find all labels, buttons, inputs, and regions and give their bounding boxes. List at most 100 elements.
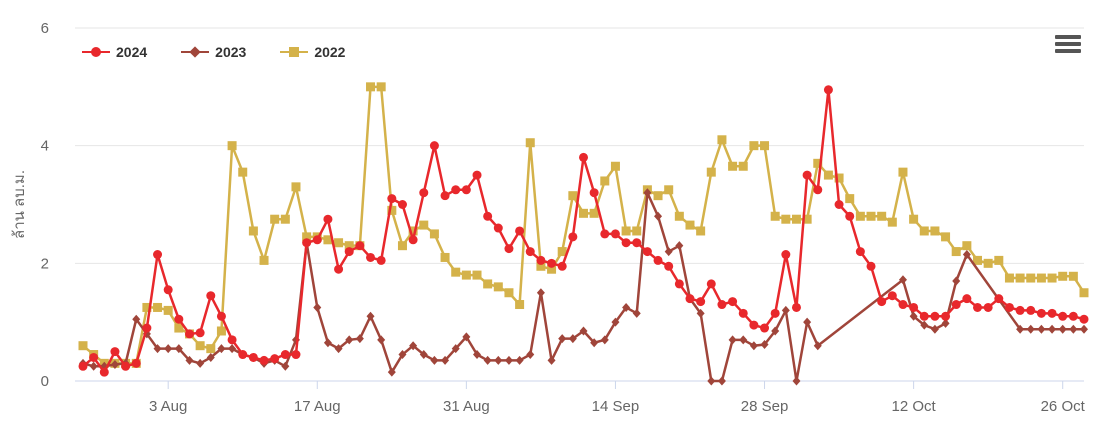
point-2023[interactable] xyxy=(206,352,215,362)
point-2023[interactable] xyxy=(813,341,822,351)
point-2024[interactable] xyxy=(994,294,1004,304)
point-2023[interactable] xyxy=(749,341,758,351)
point-2022[interactable] xyxy=(1015,273,1025,283)
point-2023[interactable] xyxy=(632,308,641,318)
point-2023[interactable] xyxy=(217,344,226,354)
point-2024[interactable] xyxy=(919,311,929,321)
point-2022[interactable] xyxy=(973,255,983,265)
point-2023[interactable] xyxy=(398,350,407,360)
point-2022[interactable] xyxy=(227,141,237,151)
point-2022[interactable] xyxy=(536,261,546,271)
point-2024[interactable] xyxy=(600,229,610,239)
point-2024[interactable] xyxy=(270,354,280,364)
point-2023[interactable] xyxy=(89,361,98,371)
point-2024[interactable] xyxy=(579,152,588,162)
point-2024[interactable] xyxy=(397,200,407,209)
point-2023[interactable] xyxy=(792,376,801,386)
point-2024[interactable] xyxy=(312,235,322,245)
point-2024[interactable] xyxy=(216,311,226,321)
point-2024[interactable] xyxy=(728,297,738,307)
point-2022[interactable] xyxy=(397,241,407,251)
point-2023[interactable] xyxy=(483,355,492,365)
point-2022[interactable] xyxy=(472,270,482,280)
point-2022[interactable] xyxy=(163,305,173,315)
point-2022[interactable] xyxy=(440,252,450,262)
point-2023[interactable] xyxy=(643,188,652,198)
point-2022[interactable] xyxy=(674,211,684,221)
point-2023[interactable] xyxy=(622,302,631,312)
point-2023[interactable] xyxy=(526,350,535,360)
point-2024[interactable] xyxy=(610,229,620,239)
point-2022[interactable] xyxy=(323,235,333,245)
point-2022[interactable] xyxy=(919,226,929,236)
point-2022[interactable] xyxy=(664,185,674,195)
point-2022[interactable] xyxy=(802,214,812,224)
point-2023[interactable] xyxy=(323,338,332,348)
point-2023[interactable] xyxy=(409,341,418,351)
point-2023[interactable] xyxy=(377,335,386,345)
point-2022[interactable] xyxy=(174,323,184,333)
point-2024[interactable] xyxy=(89,352,99,362)
point-2023[interactable] xyxy=(132,314,141,324)
point-2024[interactable] xyxy=(642,247,652,257)
point-2024[interactable] xyxy=(632,238,642,248)
series-2022[interactable] xyxy=(78,82,1089,368)
point-2024[interactable] xyxy=(429,141,439,151)
point-2024[interactable] xyxy=(291,350,301,360)
point-2022[interactable] xyxy=(791,214,801,224)
point-2023[interactable] xyxy=(536,288,545,298)
point-2022[interactable] xyxy=(866,211,876,221)
point-2024[interactable] xyxy=(738,308,748,318)
point-2022[interactable] xyxy=(696,226,706,236)
point-2024[interactable] xyxy=(131,358,141,368)
point-2024[interactable] xyxy=(696,297,706,307)
point-2024[interactable] xyxy=(440,191,450,201)
point-2023[interactable] xyxy=(941,318,950,328)
point-2022[interactable] xyxy=(1058,271,1068,281)
point-2024[interactable] xyxy=(973,302,983,312)
point-2024[interactable] xyxy=(387,194,397,204)
point-2022[interactable] xyxy=(781,214,791,224)
point-2024[interactable] xyxy=(717,300,727,310)
point-2024[interactable] xyxy=(621,238,631,248)
point-2022[interactable] xyxy=(813,158,823,168)
point-2023[interactable] xyxy=(1069,324,1078,334)
point-2023[interactable] xyxy=(451,344,460,354)
point-2024[interactable] xyxy=(238,350,248,360)
point-2024[interactable] xyxy=(930,311,940,321)
point-2023[interactable] xyxy=(366,311,375,321)
point-2023[interactable] xyxy=(153,344,162,354)
point-2023[interactable] xyxy=(419,350,428,360)
point-2024[interactable] xyxy=(791,302,801,312)
point-2023[interactable] xyxy=(441,355,450,365)
point-2022[interactable] xyxy=(994,255,1004,265)
point-2022[interactable] xyxy=(898,167,908,177)
point-2024[interactable] xyxy=(706,279,716,289)
point-2024[interactable] xyxy=(749,320,759,330)
point-2022[interactable] xyxy=(685,220,695,230)
point-2022[interactable] xyxy=(717,135,727,145)
point-2024[interactable] xyxy=(813,185,823,195)
point-2023[interactable] xyxy=(568,334,577,344)
point-2023[interactable] xyxy=(611,317,620,327)
point-2024[interactable] xyxy=(802,170,812,180)
point-2022[interactable] xyxy=(909,214,919,224)
point-2022[interactable] xyxy=(983,258,993,268)
point-2022[interactable] xyxy=(653,191,663,201)
point-2024[interactable] xyxy=(153,250,163,260)
point-2022[interactable] xyxy=(78,341,88,351)
point-2023[interactable] xyxy=(1048,324,1057,334)
point-2024[interactable] xyxy=(142,323,152,333)
point-2024[interactable] xyxy=(195,328,205,338)
point-2023[interactable] xyxy=(462,332,471,342)
point-2022[interactable] xyxy=(877,211,887,221)
point-2023[interactable] xyxy=(494,355,503,365)
point-2023[interactable] xyxy=(675,241,684,251)
point-2022[interactable] xyxy=(461,270,471,280)
point-2024[interactable] xyxy=(504,244,514,254)
point-2024[interactable] xyxy=(525,247,535,257)
point-2023[interactable] xyxy=(558,334,567,344)
point-2022[interactable] xyxy=(387,205,397,215)
legend-item-2022[interactable]: 2022 xyxy=(280,44,345,60)
point-2024[interactable] xyxy=(323,214,333,224)
